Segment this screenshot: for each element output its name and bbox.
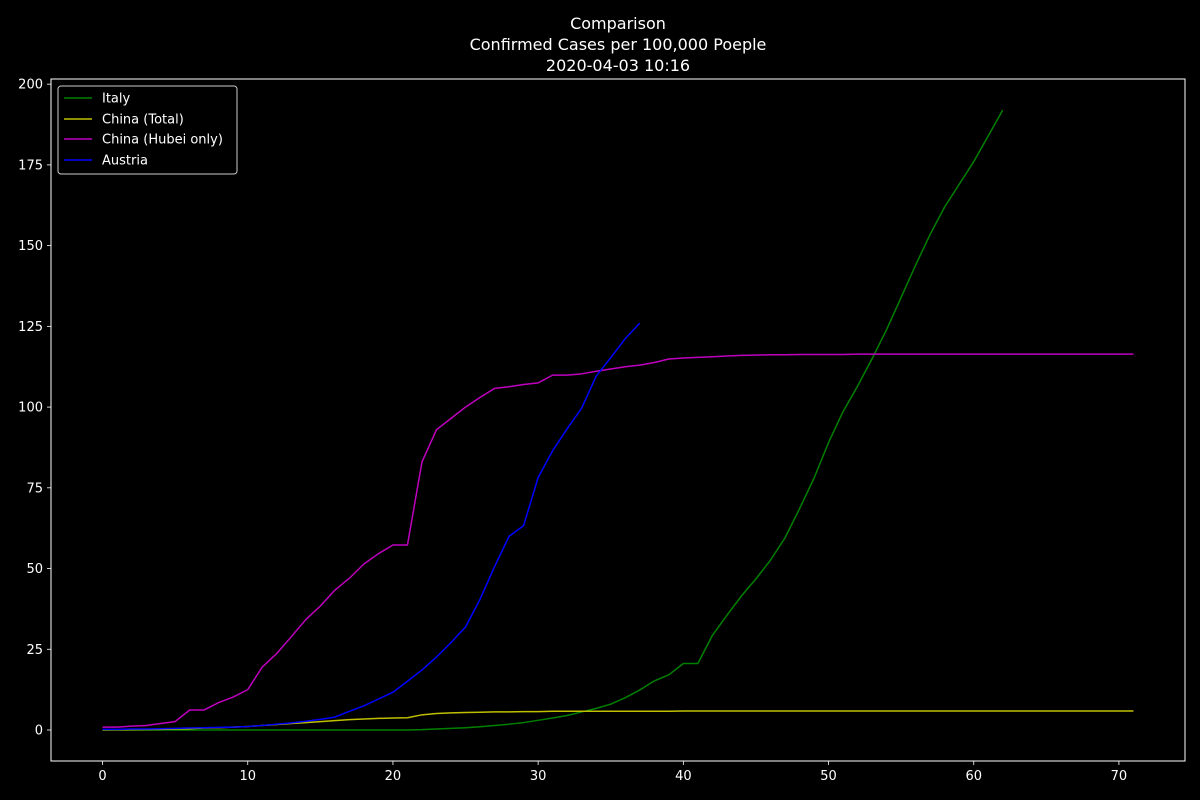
- x-tick-label: 20: [385, 769, 402, 784]
- y-tick-label: 0: [35, 724, 43, 739]
- legend-label-italy: Italy: [102, 92, 131, 107]
- legend-label-china-total: China (Total): [102, 113, 184, 128]
- legend-label-china-hubei: China (Hubei only): [102, 133, 223, 148]
- series-lines: [102, 109, 1134, 731]
- legend-box: [57, 85, 238, 175]
- y-tick-label: 100: [18, 401, 43, 416]
- legend-label-austria: Austria: [102, 154, 148, 169]
- y-tick-label: 175: [18, 158, 43, 173]
- series-line-italy: [102, 109, 1004, 731]
- legend: Italy China (Total) China (Hubei only) A…: [57, 85, 238, 175]
- x-tick-label: 30: [530, 769, 547, 784]
- x-axis: 0 10 20 30 40 50 60 70: [98, 761, 1127, 784]
- y-tick-label: 25: [26, 643, 43, 658]
- series-line-china-hubei-only: [102, 353, 1134, 728]
- chart-timestamp: 2020-04-03 10:16: [546, 56, 690, 75]
- chart-title: Comparison: [570, 14, 666, 33]
- y-tick-label: 200: [18, 78, 43, 93]
- x-tick-label: 60: [965, 769, 982, 784]
- x-tick-label: 70: [1111, 769, 1128, 784]
- y-axis: 0 25 50 75 100 125 150 175 200: [18, 78, 51, 739]
- y-tick-label: 125: [18, 320, 43, 335]
- x-tick-label: 40: [675, 769, 692, 784]
- x-tick-label: 50: [820, 769, 837, 784]
- series-line-austria: [102, 322, 641, 731]
- y-tick-label: 75: [26, 481, 43, 496]
- y-tick-label: 50: [26, 562, 43, 577]
- chart-subtitle: Confirmed Cases per 100,000 Poeple: [470, 35, 767, 54]
- x-tick-label: 10: [239, 769, 256, 784]
- x-tick-label: 0: [98, 769, 106, 784]
- plot-area-frame: [50, 78, 1186, 762]
- y-tick-label: 150: [18, 239, 43, 254]
